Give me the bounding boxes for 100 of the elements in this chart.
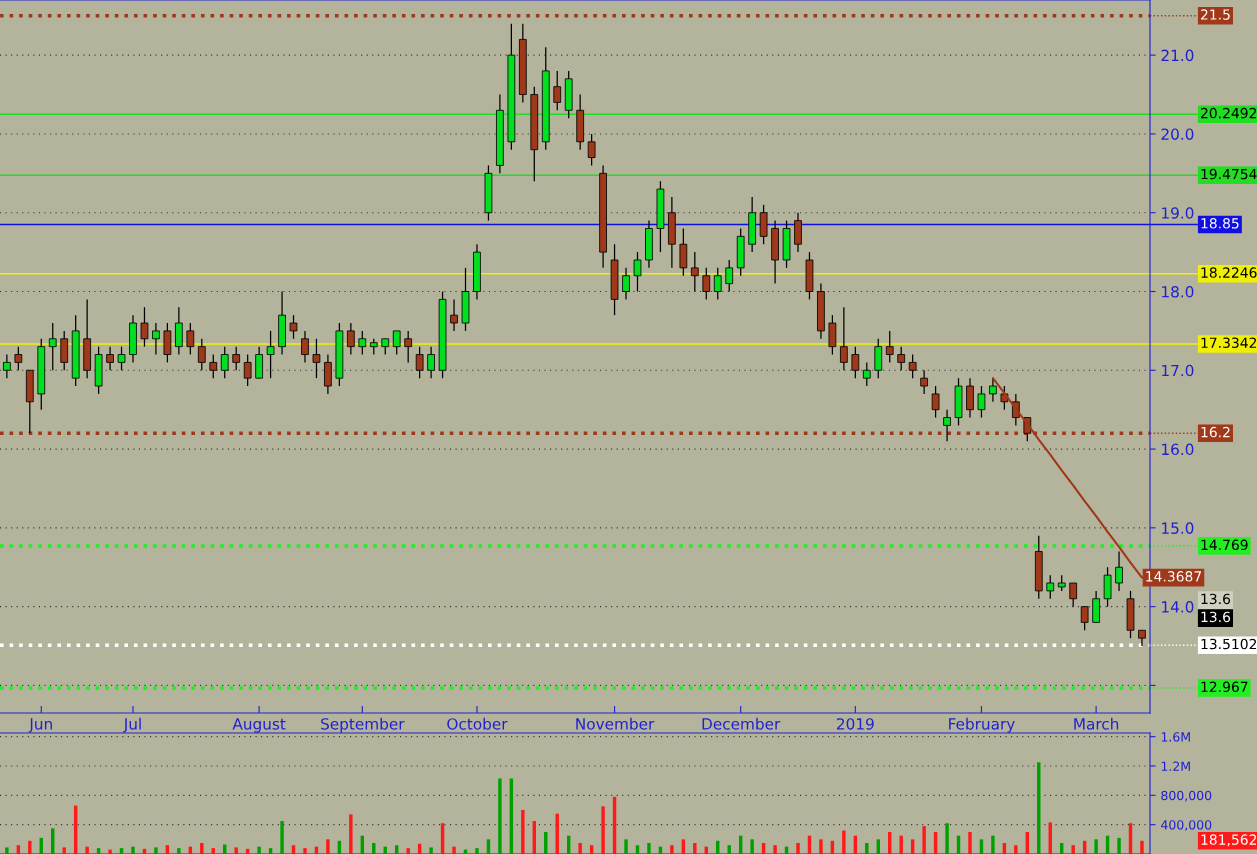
candlestick xyxy=(1046,574,1055,600)
candlestick xyxy=(152,322,160,356)
candlestick xyxy=(713,267,722,301)
y-tick-label: 20.0 xyxy=(1161,128,1194,140)
bar xyxy=(521,810,525,854)
bar xyxy=(750,839,754,854)
bar xyxy=(1117,837,1121,854)
x-tick-label: November xyxy=(576,717,655,730)
bar xyxy=(5,847,9,854)
bar xyxy=(280,821,284,854)
candlestick xyxy=(324,353,332,395)
candlestick xyxy=(966,377,974,419)
x-tick-label: October xyxy=(447,717,508,730)
candlestick xyxy=(346,322,355,356)
candlestick xyxy=(106,346,114,371)
ref-line-label: 14.769 xyxy=(1201,539,1248,551)
bar xyxy=(624,839,628,854)
candlestick xyxy=(977,385,986,419)
bar xyxy=(865,843,869,854)
candlestick xyxy=(931,385,940,419)
bar xyxy=(968,832,972,854)
candlestick xyxy=(415,346,424,379)
y-tick-label: 14.0 xyxy=(1162,601,1194,613)
bar xyxy=(62,847,66,854)
text: 181,562 xyxy=(1201,834,1257,847)
bar xyxy=(498,778,502,854)
candlestick xyxy=(874,338,883,379)
candlestick xyxy=(289,314,298,340)
candlestick xyxy=(794,212,802,253)
bar xyxy=(394,845,399,854)
bar xyxy=(647,843,651,854)
candlestick xyxy=(450,298,458,332)
bar xyxy=(681,839,686,854)
bar xyxy=(452,846,456,854)
bar xyxy=(876,839,880,854)
bar xyxy=(96,848,101,854)
candlestick xyxy=(3,353,11,379)
bar xyxy=(910,839,915,854)
bar xyxy=(268,848,273,854)
candlestick xyxy=(209,353,218,379)
x-tick-label: 2019 xyxy=(837,718,874,730)
ref-line-label: 13.5102 xyxy=(1201,638,1257,650)
candlestick xyxy=(266,330,275,379)
bar xyxy=(85,846,89,854)
candlestick xyxy=(14,346,23,371)
candlestick xyxy=(117,346,126,371)
bar xyxy=(1071,845,1075,854)
bar xyxy=(1094,839,1098,854)
candlestick xyxy=(633,251,642,293)
x-tick-label: September xyxy=(321,717,405,733)
bar xyxy=(223,844,227,854)
bar xyxy=(303,848,307,854)
candlestick xyxy=(1069,582,1078,608)
y-tick-label: 16.0 xyxy=(1162,443,1194,456)
candlestick xyxy=(163,322,172,364)
candlestick xyxy=(175,306,183,356)
y-tick-label: 15.0 xyxy=(1162,522,1194,534)
ref-line-label: 16.2 xyxy=(1201,426,1230,438)
candlestick xyxy=(60,330,69,371)
bar xyxy=(486,839,491,854)
bar xyxy=(842,830,846,854)
ref-line-label: 19.4754 xyxy=(1201,168,1257,180)
candlestick xyxy=(943,409,951,442)
bar xyxy=(28,840,32,854)
x-tick-label: August xyxy=(232,718,286,733)
candlestick xyxy=(759,204,768,245)
bar xyxy=(257,846,261,854)
y-tick-label: 800,000 xyxy=(1161,790,1212,802)
bar xyxy=(234,847,238,854)
candlestick xyxy=(312,338,321,379)
candlestick xyxy=(725,259,734,293)
candlestick xyxy=(232,346,241,371)
bar xyxy=(819,839,823,854)
bar xyxy=(154,847,158,854)
candlestick xyxy=(840,306,848,371)
bar xyxy=(349,814,353,854)
bar xyxy=(727,845,731,854)
candlestick xyxy=(358,330,367,356)
candlestick xyxy=(679,227,688,277)
candlestick xyxy=(851,346,860,379)
bar xyxy=(773,845,777,854)
candlestick xyxy=(920,369,928,395)
candlestick xyxy=(243,353,252,387)
candlestick xyxy=(862,361,871,387)
x-tick-label: February xyxy=(949,717,1015,733)
candlestick xyxy=(690,251,699,293)
bar xyxy=(670,845,674,854)
candlestick xyxy=(1080,606,1089,631)
bar xyxy=(1140,840,1144,854)
bar xyxy=(922,826,926,854)
candlestick xyxy=(553,70,562,111)
ref-line-label: 18.85 xyxy=(1201,218,1239,229)
candlestick xyxy=(301,330,309,364)
candlestick xyxy=(885,330,894,364)
bar xyxy=(200,843,204,854)
bar xyxy=(177,848,181,854)
candlestick xyxy=(702,267,711,301)
ref-line-label: 21.5 xyxy=(1201,9,1230,20)
x-tick-label: December xyxy=(702,717,781,730)
candlestick xyxy=(255,346,263,379)
